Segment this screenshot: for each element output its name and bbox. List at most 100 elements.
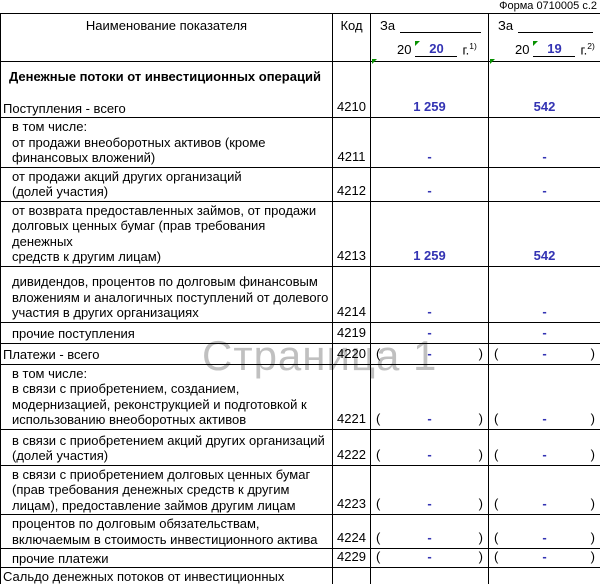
value-prior-cell[interactable]: (-) bbox=[488, 364, 600, 430]
period-prefix: За bbox=[380, 18, 396, 33]
value-prior-cell[interactable]: - bbox=[488, 322, 600, 344]
paren-open: ( bbox=[376, 549, 381, 564]
table-row: Поступления - всего 4210 1 259 542 bbox=[0, 89, 600, 118]
value-current-cell[interactable]: - bbox=[370, 266, 489, 323]
comment-marker-icon bbox=[372, 59, 377, 64]
paren-open: ( bbox=[494, 496, 499, 511]
paren-close: ) bbox=[478, 496, 483, 511]
indicator-name-cell: от возврата предоставленных займов, от п… bbox=[0, 201, 333, 267]
paren-open: ( bbox=[376, 496, 381, 511]
value-current-cell[interactable]: (-) bbox=[370, 514, 489, 549]
indicator-name-cell: дивидендов, процентов по долговым финанс… bbox=[0, 266, 333, 323]
indicator-name-cell: от продажи акций других организаций (дол… bbox=[0, 167, 333, 202]
code-cell: 4214 bbox=[332, 266, 371, 323]
paren-open: ( bbox=[376, 530, 381, 545]
column-header-code: Код bbox=[332, 13, 371, 62]
paren-open: ( bbox=[494, 345, 499, 361]
table-row: в том числе: от продажи внеоборотных акти… bbox=[0, 117, 600, 168]
value-current-cell[interactable]: - bbox=[370, 322, 489, 344]
period-prefix: За bbox=[498, 18, 514, 33]
indicator-name-cell: в связи с приобретением долговых ценных … bbox=[0, 465, 333, 515]
column-header-period-prior: За 20 19 г.2) bbox=[488, 13, 600, 64]
paren-open: ( bbox=[376, 345, 381, 361]
value-prior-cell[interactable]: 542 bbox=[488, 567, 600, 584]
year-suffix: г.2) bbox=[580, 40, 595, 57]
paren-close: ) bbox=[590, 496, 595, 511]
table-row: от возврата предоставленных займов, от п… bbox=[0, 201, 600, 267]
value-prior-cell[interactable]: - bbox=[488, 117, 600, 168]
comment-marker-icon bbox=[490, 59, 495, 64]
column-header-period-current: За 20 20 г.1) bbox=[370, 13, 489, 64]
value-prior-cell[interactable]: - bbox=[488, 167, 600, 202]
year-field[interactable]: 19 bbox=[533, 41, 576, 57]
value-current-cell[interactable]: (-) bbox=[370, 548, 489, 568]
code-cell: 4212 bbox=[332, 167, 371, 202]
paren-close: ) bbox=[590, 549, 595, 564]
paren-close: ) bbox=[590, 410, 595, 426]
table-row: в том числе: в связи с приобретением, соз… bbox=[0, 364, 600, 430]
code-cell: 4223 bbox=[332, 465, 371, 515]
century-label: 20 bbox=[515, 42, 530, 57]
paren-close: ) bbox=[478, 410, 483, 426]
value-current-cell[interactable]: (-) bbox=[370, 429, 489, 466]
paren-close: ) bbox=[478, 549, 483, 564]
value-prior-cell[interactable] bbox=[488, 61, 600, 90]
value-current-cell[interactable]: - bbox=[370, 167, 489, 202]
table-row: от продажи акций других организаций (дол… bbox=[0, 167, 600, 202]
paren-close: ) bbox=[590, 530, 595, 545]
code-cell: 4224 bbox=[332, 514, 371, 549]
year-suffix: г.1) bbox=[462, 40, 477, 57]
value-prior-cell[interactable]: 542 bbox=[488, 89, 600, 118]
year-field[interactable]: 20 bbox=[415, 41, 458, 57]
paren-open: ( bbox=[494, 549, 499, 564]
table-row: в связи с приобретением акций других орг… bbox=[0, 429, 600, 466]
value-current-cell[interactable]: - bbox=[370, 117, 489, 168]
table-row: дивидендов, процентов по долговым финанс… bbox=[0, 266, 600, 323]
value-prior-cell[interactable]: - bbox=[488, 266, 600, 323]
value-current-cell[interactable]: 1 259 bbox=[370, 201, 489, 267]
value-current-cell[interactable]: (-) bbox=[370, 465, 489, 515]
table-row: в связи с приобретением долговых ценных … bbox=[0, 465, 600, 515]
indicator-name-cell: в связи с приобретением акций других орг… bbox=[0, 429, 333, 466]
comment-marker-icon bbox=[533, 41, 539, 46]
indicator-name-cell: в том числе: от продажи внеоборотных акти… bbox=[0, 117, 333, 168]
value-prior-cell[interactable]: (-) bbox=[488, 343, 600, 365]
indicator-name-cell: прочие поступления bbox=[0, 322, 333, 344]
paren-close: ) bbox=[590, 345, 595, 361]
paren-close: ) bbox=[590, 446, 595, 462]
value-current-cell[interactable] bbox=[370, 61, 489, 90]
paren-open: ( bbox=[376, 410, 381, 426]
indicator-name-cell: Сальдо денежных потоков от инвестиционны… bbox=[0, 567, 333, 584]
paren-open: ( bbox=[494, 446, 499, 462]
period-underline bbox=[518, 17, 593, 33]
value-prior-cell[interactable]: (-) bbox=[488, 548, 600, 568]
paren-close: ) bbox=[478, 345, 483, 361]
indicator-name-cell: Поступления - всего bbox=[0, 89, 333, 118]
code-cell: 4219 bbox=[332, 322, 371, 344]
table-row: прочие поступления 4219 - - bbox=[0, 322, 600, 344]
value-prior-cell[interactable]: 542 bbox=[488, 201, 600, 267]
paren-open: ( bbox=[376, 446, 381, 462]
table-row: процентов по долговым обязательствам, вк… bbox=[0, 514, 600, 549]
code-cell: 4220 bbox=[332, 343, 371, 365]
indicator-name-cell: Денежные потоки от инвестиционных операц… bbox=[9, 69, 321, 84]
value-prior-cell[interactable]: (-) bbox=[488, 514, 600, 549]
code-cell: 4211 bbox=[332, 117, 371, 168]
value-prior-cell[interactable]: (-) bbox=[488, 465, 600, 515]
code-cell: 4221 bbox=[332, 364, 371, 430]
form-number-label: Форма 0710005 с.2 bbox=[499, 0, 597, 12]
paren-close: ) bbox=[478, 446, 483, 462]
value-current-cell[interactable]: (-) bbox=[370, 364, 489, 430]
indicator-name-cell: Платежи - всего bbox=[0, 343, 333, 365]
value-prior-cell[interactable]: (-) bbox=[488, 429, 600, 466]
table-row-section-header: Денежные потоки от инвестиционных операц… bbox=[1, 61, 600, 90]
cash-flow-table: Наименование показателя Код За 20 20 г.1… bbox=[0, 13, 600, 584]
value-current-cell[interactable]: 1 259 bbox=[370, 567, 489, 584]
column-header-indicator-name: Наименование показателя bbox=[0, 13, 333, 62]
footnote-ref: 1) bbox=[469, 40, 477, 51]
value-current-cell[interactable]: 1 259 bbox=[370, 89, 489, 118]
table-row: прочие платежи 4229 (-) (-) bbox=[0, 548, 600, 568]
paren-open: ( bbox=[494, 410, 499, 426]
value-current-cell[interactable]: (-) bbox=[370, 343, 489, 365]
